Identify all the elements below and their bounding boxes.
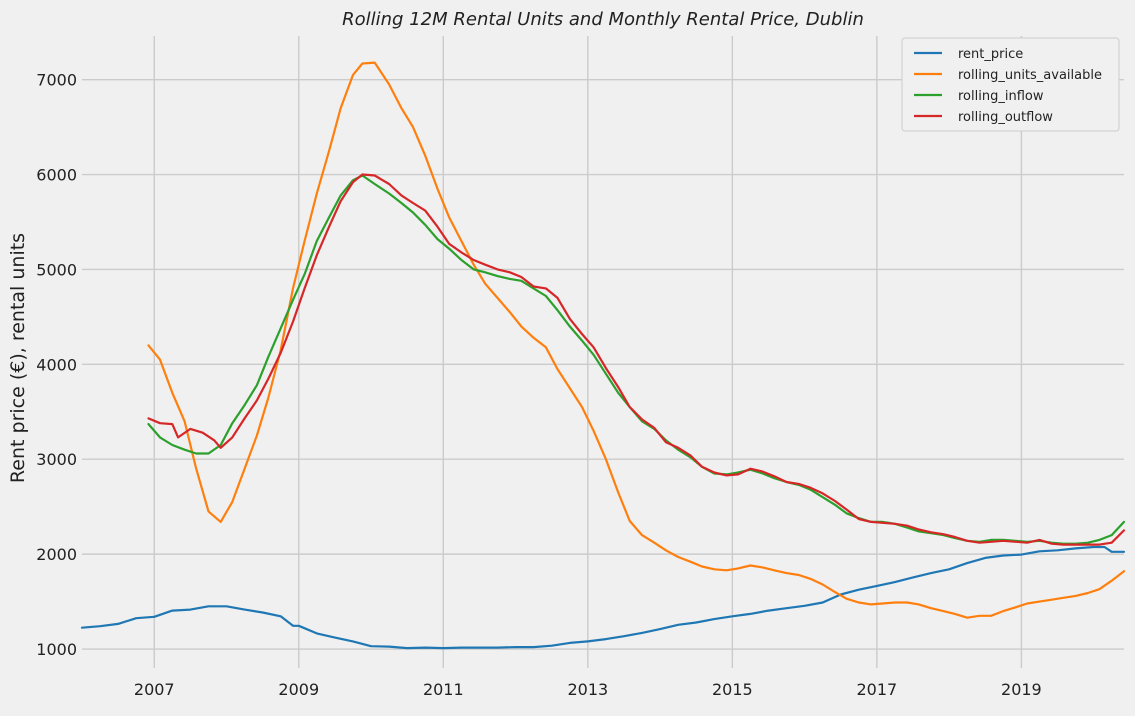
x-tick-label: 2007	[134, 680, 175, 699]
series-line-rolling-outflow	[147, 173, 1126, 546]
legend-label-rent-price: rent_price	[958, 47, 1023, 62]
x-tick-label: 2011	[423, 680, 464, 699]
y-tick-label: 5000	[36, 260, 77, 279]
y-axis-label: Rent price (€), rental units	[7, 233, 29, 483]
y-tick-label: 4000	[36, 355, 77, 374]
y-tick-label: 1000	[36, 640, 77, 659]
chart-title: Rolling 12M Rental Units and Monthly Ren…	[342, 9, 864, 30]
x-tick-label: 2009	[278, 680, 319, 699]
y-axis-ticks: 1000 2000 3000 4000 5000 6000 7000	[36, 71, 77, 659]
y-tick-label: 3000	[36, 450, 77, 469]
legend-label-rolling-units-available: rolling_units_available	[958, 68, 1102, 83]
legend-label-rolling-inflow: rolling_inflow	[958, 89, 1044, 104]
series-line-rent-price	[80, 545, 1126, 650]
legend-box	[901, 37, 1120, 132]
x-tick-label: 2013	[567, 680, 608, 699]
legend-label-rolling-outflow: rolling_outflow	[958, 110, 1053, 125]
y-tick-label: 6000	[36, 166, 77, 185]
series-line-rolling-inflow	[147, 174, 1126, 545]
x-tick-label: 2017	[857, 680, 898, 699]
y-tick-label: 2000	[36, 545, 77, 564]
legend: rent_price rolling_units_availablerolling…	[901, 37, 1120, 132]
series-lines	[80, 61, 1126, 650]
x-tick-label: 2019	[1001, 680, 1042, 699]
x-tick-label: 2015	[712, 680, 753, 699]
x-axis-ticks: 2007 2009 2011 2013 2015 2017 2019	[134, 680, 1042, 699]
y-tick-label: 7000	[36, 71, 77, 90]
series-line-rolling-units-available	[147, 61, 1126, 619]
